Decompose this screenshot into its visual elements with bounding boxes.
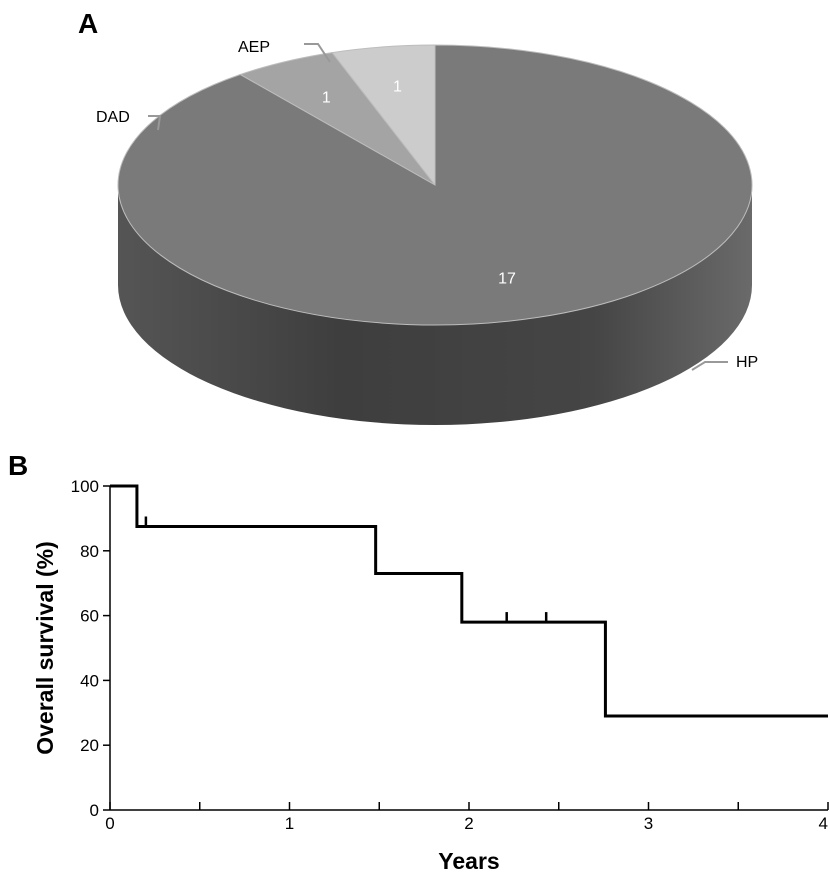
panel-label-b: B — [8, 450, 29, 481]
survival-curve — [110, 484, 828, 718]
pie-leader-hp — [691, 361, 728, 371]
x-axis-title: Years — [438, 848, 499, 874]
pie-category-label-aep: AEP — [238, 39, 270, 56]
survival-plot: 0 20 40 60 80 100 0 1 2 3 4 Years Overall survival… — [32, 477, 829, 874]
y-axis-title: Overall survival (%) — [32, 541, 58, 755]
pie-value-label-aep: 1 — [393, 79, 402, 96]
y-tick-label-80: 80 — [80, 542, 99, 561]
pie-leader-dad — [148, 115, 162, 131]
y-tick-label-100: 100 — [71, 477, 99, 496]
pie-value-label-hp: 17 — [498, 271, 516, 288]
x-tick-label-4: 4 — [819, 814, 828, 833]
pie-leader-aep — [304, 43, 331, 63]
pie-side — [118, 185, 752, 425]
x-tick-label-2: 2 — [464, 814, 473, 833]
y-tick-label-60: 60 — [80, 607, 99, 626]
panel-label-a: A — [78, 8, 99, 39]
x-tick-label-0: 0 — [105, 814, 114, 833]
pie-category-label-hp: HP — [736, 354, 758, 371]
pie-chart: 1 1 17 AEP DAD HP — [96, 39, 758, 425]
y-tick-label-20: 20 — [80, 736, 99, 755]
x-tick-label-1: 1 — [285, 814, 294, 833]
y-tick-label-0: 0 — [90, 801, 99, 820]
pie-value-label-dad: 1 — [322, 89, 331, 106]
pie-category-label-dad: DAD — [96, 109, 130, 126]
pie-slice-hp — [117, 44, 753, 326]
y-tick-label-40: 40 — [80, 671, 99, 690]
x-tick-label-3: 3 — [644, 814, 653, 833]
